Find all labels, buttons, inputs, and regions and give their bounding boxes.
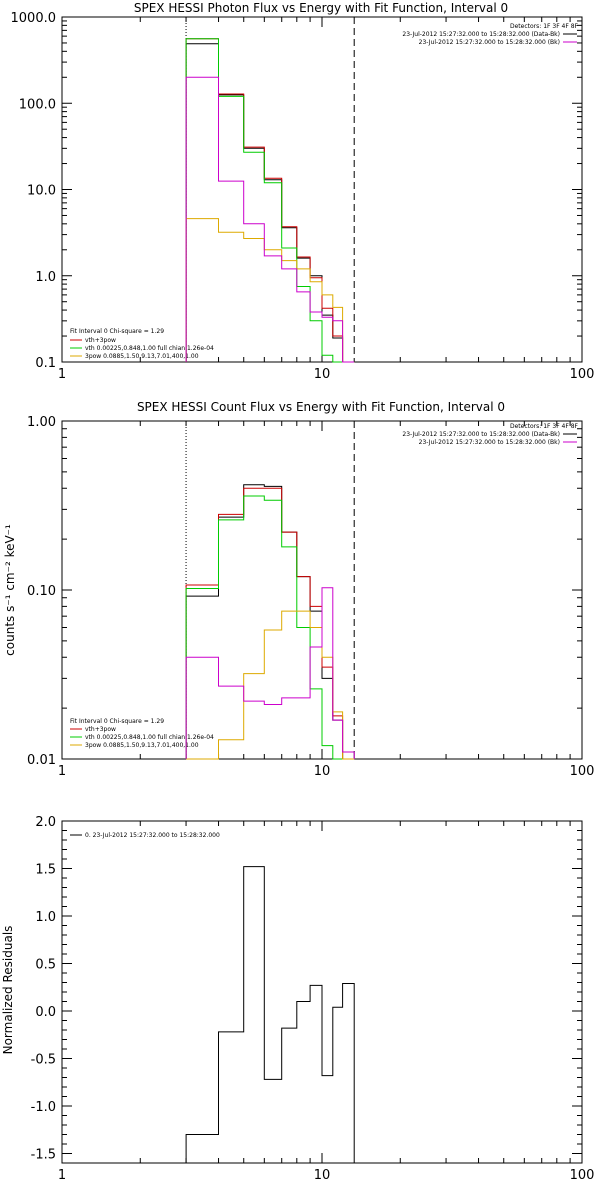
count-legend-series-3: 3pow 0.0885,1.50,9.13,7.01,400,1.00 (85, 742, 199, 749)
photon-flux-series-4-histogram (185, 76, 355, 363)
photon-flux-x-tick-label: 10 (314, 367, 331, 382)
count-legend-detectors: Detectors: 1F 3F 4F 8F (510, 423, 579, 430)
count-flux-y-tick-label: 0.10 (27, 584, 56, 599)
photon-legend-series-2: vth 0.00225,0.848,1.00 full chian 1.26e-… (85, 345, 214, 352)
residuals-x-tick-label: 100 (570, 1168, 595, 1183)
photon-flux-x-tick-label: 1 (58, 367, 66, 382)
residuals-y-tick-label: 0.0 (35, 1005, 56, 1020)
count-flux-series-1-histogram (185, 487, 355, 760)
photon-flux-series-0-histogram (185, 43, 355, 363)
count-y-axis-label: counts s⁻¹ cm⁻² keV⁻¹ (3, 524, 17, 656)
photon-flux-y-tick-label: 0.1 (35, 356, 56, 371)
residual-legend-series-0: 0. 23-Jul-2012 15:27:32.000 to 15:28:32.… (85, 832, 220, 839)
photon-flux-y-tick-label: 1.0 (35, 270, 56, 285)
residuals-y-tick-label: 1.0 (35, 910, 56, 925)
photon-flux-y-tick-label: 1000.0 (11, 11, 57, 26)
photon-flux-y-tick-label: 10.0 (27, 184, 56, 199)
count-legend-bk: 23-Jul-2012 15:27:32.000 to 15:28:32.000… (419, 439, 560, 446)
count-flux-y-tick-label: 1.00 (27, 415, 56, 430)
residuals-y-tick-label: 2.0 (35, 815, 56, 830)
photon-flux-series-3-histogram (185, 218, 355, 363)
residuals-series-0-histogram (185, 866, 355, 1163)
residuals-y-tick-label: 0.5 (35, 958, 56, 973)
photon-flux-title: SPEX HESSI Photon Flux vs Energy with Fi… (134, 1, 508, 15)
photon-legend-series-1: vth+3pow (85, 337, 116, 344)
photon-flux-y-tick-label: 100.0 (19, 97, 56, 112)
count-flux-y-tick-label: 0.01 (27, 753, 56, 768)
count-flux-x-tick-label: 100 (570, 764, 595, 779)
count-flux-x-tick-label: 1 (58, 764, 66, 779)
count-flux-series-2-histogram (185, 495, 355, 760)
count-legend-fit-header: Fit Interval 0 Chi-square = 1.29 (70, 718, 164, 725)
photon-legend-series-3: 3pow 0.0885,1.50,9.13,7.01,400,1.00 (85, 353, 199, 360)
count-flux-x-tick-label: 10 (314, 764, 331, 779)
residuals-y-tick-label: -1.5 (31, 1148, 56, 1163)
residuals-y-tick-label: -0.5 (31, 1053, 56, 1068)
photon-legend-bk: 23-Jul-2012 15:27:32.000 to 15:28:32.000… (419, 39, 560, 46)
count-flux-series-0-histogram (185, 484, 355, 760)
photon-legend-fit-header: Fit Interval 0 Chi-square = 1.29 (70, 328, 164, 335)
residuals-y-tick-label: -1.0 (31, 1100, 56, 1115)
residual-y-axis-label: Normalized Residuals (1, 926, 15, 1055)
photon-flux-x-tick-label: 100 (570, 367, 595, 382)
photon-legend-detectors: Detectors: 1F 3F 4F 8F (510, 23, 579, 30)
residuals-y-tick-label: 1.5 (35, 863, 56, 878)
photon-flux-series-2-histogram (185, 38, 355, 363)
residuals-x-tick-label: 10 (314, 1168, 331, 1183)
count-flux-series-4-histogram (185, 587, 355, 759)
residuals-x-tick-label: 1 (58, 1168, 66, 1183)
count-legend-databk: 23-Jul-2012 15:27:32.000 to 15:28:32.000… (402, 431, 560, 438)
count-flux-title: SPEX HESSI Count Flux vs Energy with Fit… (137, 400, 505, 414)
count-legend-series-2: vth 0.00225,0.848,1.00 full chian 1.26e-… (85, 734, 214, 741)
count-legend-series-1: vth+3pow (85, 726, 116, 733)
photon-legend-databk: 23-Jul-2012 15:27:32.000 to 15:28:32.000… (402, 31, 560, 38)
photon-flux-series-1-histogram (185, 38, 355, 363)
